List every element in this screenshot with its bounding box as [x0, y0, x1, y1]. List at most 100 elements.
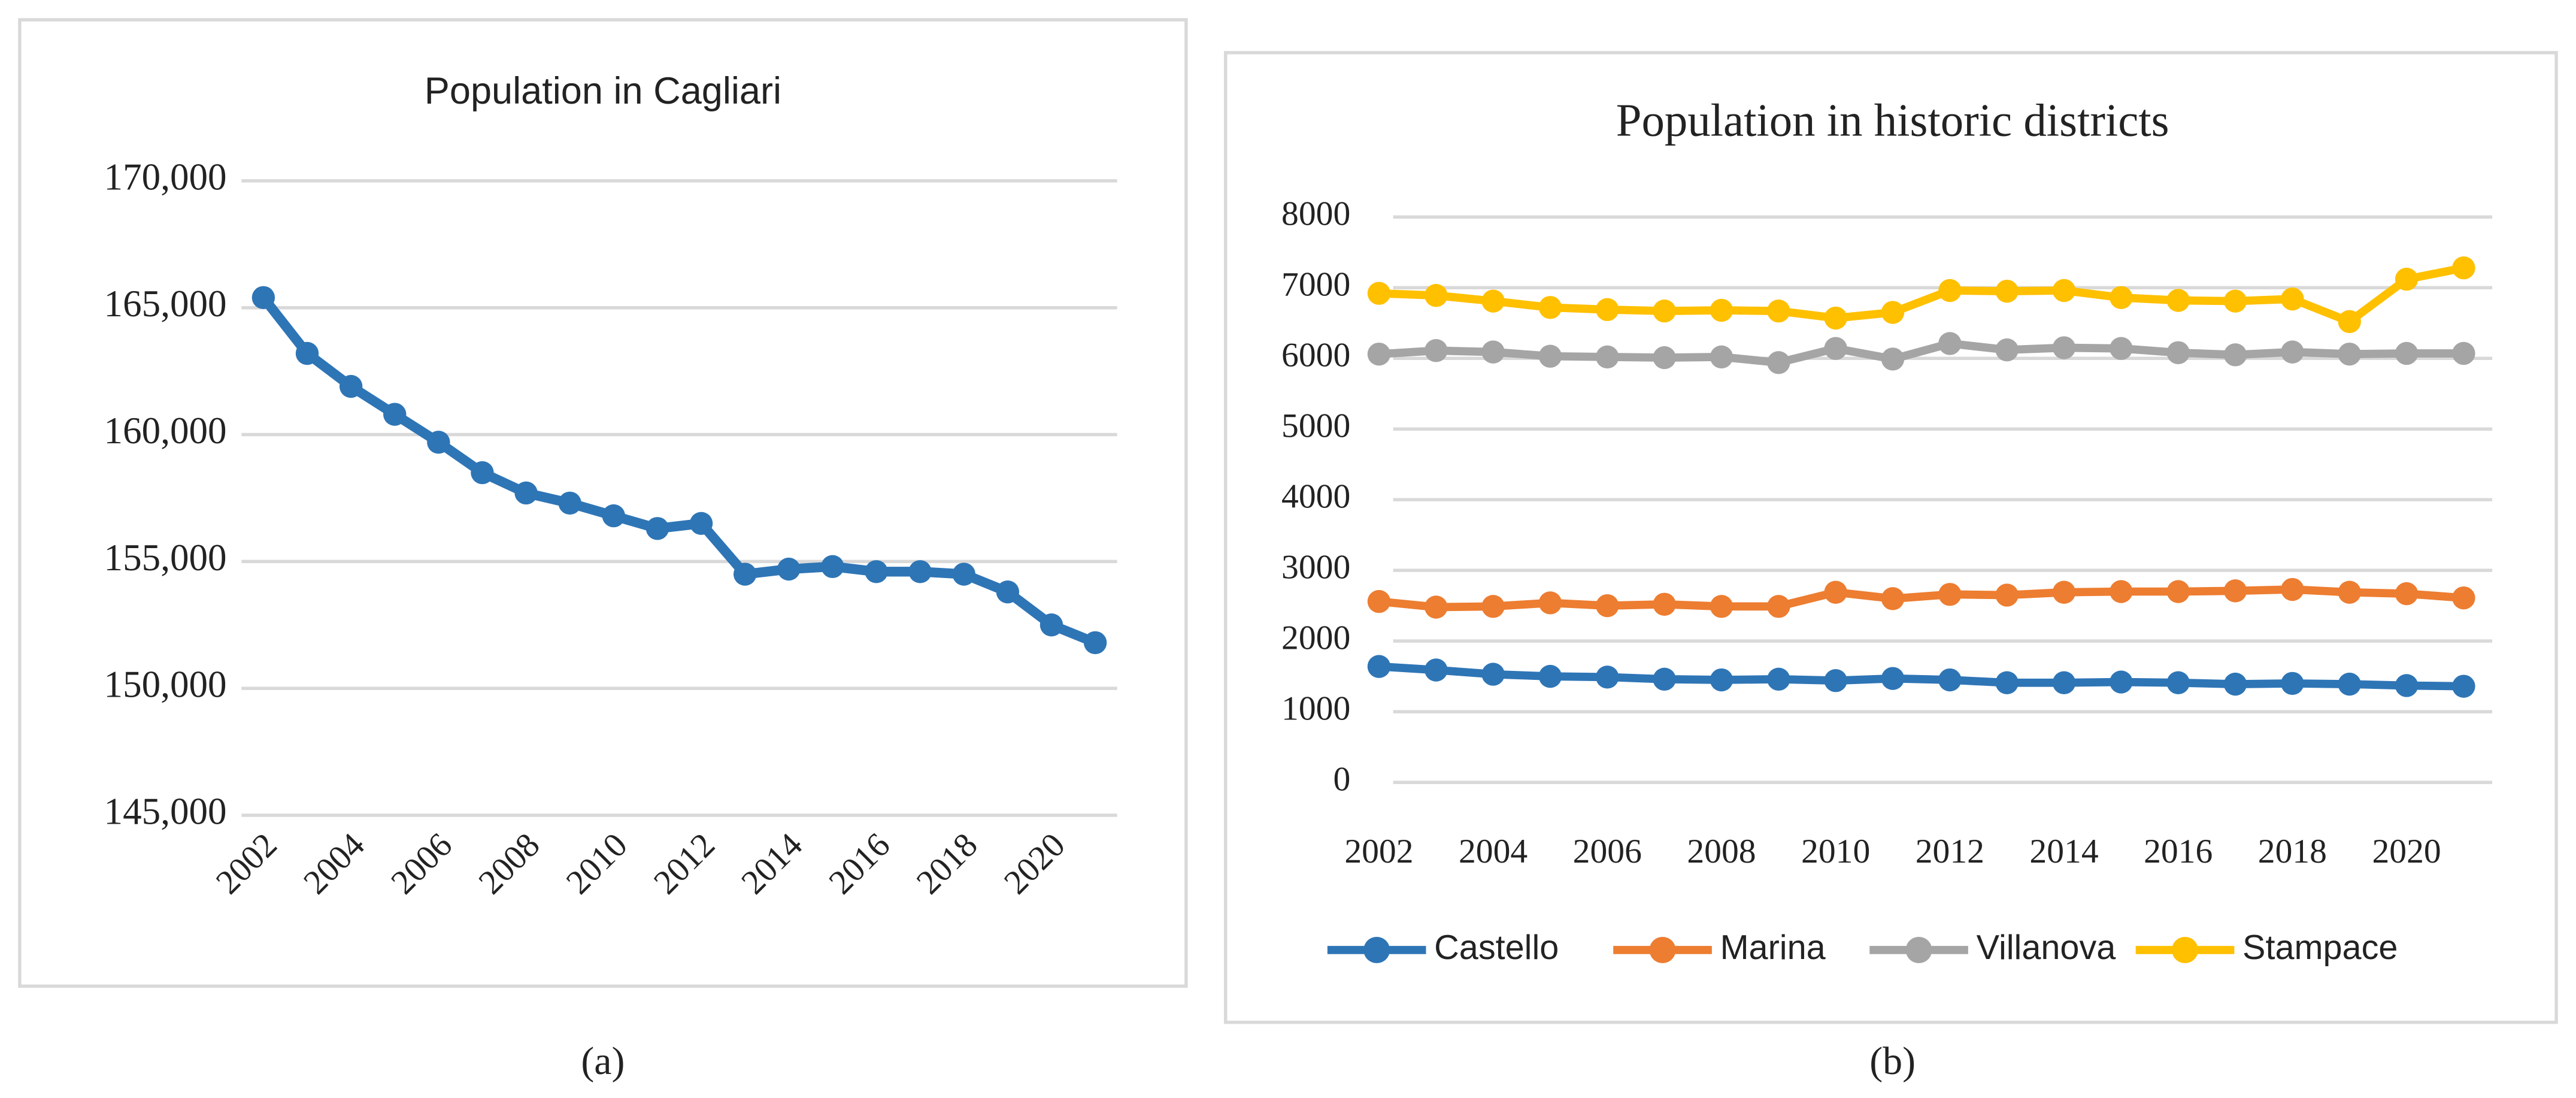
- marker: [2452, 674, 2475, 698]
- y-tick-label: 170,000: [104, 156, 227, 198]
- y-tick-label: 2000: [1281, 619, 1350, 657]
- x-tick-label: 2014: [734, 826, 810, 902]
- marker: [2281, 340, 2304, 364]
- x-tick-label: 2020: [997, 826, 1072, 902]
- legend-label: Stampace: [2242, 928, 2398, 967]
- marker: [1481, 340, 1505, 364]
- y-tick-label: 150,000: [104, 664, 227, 706]
- marker: [2395, 267, 2419, 291]
- x-tick-label: 2010: [1801, 833, 1870, 870]
- marker: [1653, 667, 1676, 691]
- x-tick-label: 2006: [1573, 833, 1642, 870]
- marker: [1938, 279, 1962, 303]
- legend-label: Marina: [1720, 928, 1826, 967]
- marker: [514, 481, 538, 505]
- x-tick-label: 2010: [559, 826, 635, 902]
- legend-swatch: [2172, 936, 2198, 963]
- marker: [1824, 580, 1847, 604]
- caption: (a): [581, 1039, 625, 1083]
- x-tick-label: 2004: [1459, 833, 1528, 870]
- x-tick-label: 2002: [1344, 833, 1413, 870]
- marker: [2338, 310, 2361, 334]
- marker: [1653, 299, 1676, 323]
- marker: [1596, 594, 1619, 618]
- marker: [1767, 351, 1790, 374]
- marker: [2166, 671, 2190, 694]
- y-tick-label: 160,000: [104, 410, 227, 452]
- y-tick-label: 4000: [1281, 477, 1350, 515]
- y-tick-label: 5000: [1281, 407, 1350, 444]
- marker: [1538, 344, 1562, 368]
- marker: [1425, 339, 1448, 362]
- marker: [1938, 668, 1962, 692]
- marker: [1767, 299, 1790, 323]
- x-tick-label: 2012: [1916, 833, 1984, 870]
- marker: [2338, 672, 2361, 696]
- marker: [2223, 289, 2247, 313]
- marker: [1710, 668, 1734, 692]
- marker: [2052, 671, 2076, 694]
- marker: [251, 286, 275, 309]
- x-tick-label: 2004: [296, 826, 372, 902]
- marker: [2110, 286, 2133, 309]
- marker: [689, 512, 713, 536]
- x-tick-label: 2016: [822, 826, 897, 902]
- marker: [733, 562, 757, 586]
- marker: [2166, 580, 2190, 603]
- y-tick-label: 145,000: [104, 790, 227, 832]
- marker: [2223, 579, 2247, 603]
- marker: [2052, 336, 2076, 359]
- marker: [645, 517, 669, 540]
- marker: [1481, 289, 1505, 313]
- marker: [1538, 296, 1562, 319]
- marker: [2395, 582, 2419, 606]
- x-tick-label: 2008: [472, 826, 547, 902]
- marker: [821, 555, 844, 579]
- marker: [2052, 279, 2076, 303]
- marker: [1425, 595, 1448, 619]
- marker: [2395, 674, 2419, 697]
- x-tick-label: 2016: [2144, 833, 2213, 870]
- marker: [1881, 301, 1905, 324]
- marker: [1367, 342, 1391, 366]
- y-tick-label: 165,000: [104, 283, 227, 325]
- marker: [1653, 346, 1676, 370]
- x-tick-label: 2006: [384, 826, 459, 902]
- marker: [1596, 298, 1619, 322]
- marker: [2338, 580, 2361, 604]
- chart-title: Population in historic districts: [1616, 95, 2169, 146]
- legend-swatch: [1905, 936, 1932, 963]
- y-tick-label: 1000: [1281, 689, 1350, 727]
- marker: [2452, 341, 2475, 365]
- chart-frame: [1223, 51, 2558, 1024]
- y-tick-label: 155,000: [104, 537, 227, 579]
- marker: [1425, 658, 1448, 682]
- marker: [1653, 592, 1676, 616]
- y-tick-label: 6000: [1281, 336, 1350, 374]
- marker: [1881, 587, 1905, 610]
- x-tick-label: 2018: [2258, 833, 2327, 870]
- marker: [2223, 672, 2247, 696]
- marker: [2110, 337, 2133, 360]
- marker: [295, 341, 319, 365]
- marker: [558, 491, 581, 515]
- marker: [2166, 289, 2190, 312]
- marker: [952, 562, 975, 586]
- marker: [2052, 580, 2076, 604]
- marker: [1367, 655, 1391, 678]
- marker: [1995, 279, 2019, 303]
- marker: [1824, 306, 1847, 330]
- marker: [1481, 595, 1505, 618]
- marker: [1481, 663, 1505, 686]
- marker: [2452, 586, 2475, 610]
- marker: [996, 580, 1020, 604]
- marker: [602, 504, 626, 528]
- marker: [2281, 287, 2304, 311]
- legend-swatch: [1649, 936, 1676, 963]
- marker: [1767, 595, 1790, 618]
- marker: [2338, 342, 2361, 366]
- marker: [908, 560, 932, 583]
- legend-label: Castello: [1434, 928, 1559, 967]
- x-tick-label: 2020: [2372, 833, 2441, 870]
- marker: [1824, 669, 1847, 692]
